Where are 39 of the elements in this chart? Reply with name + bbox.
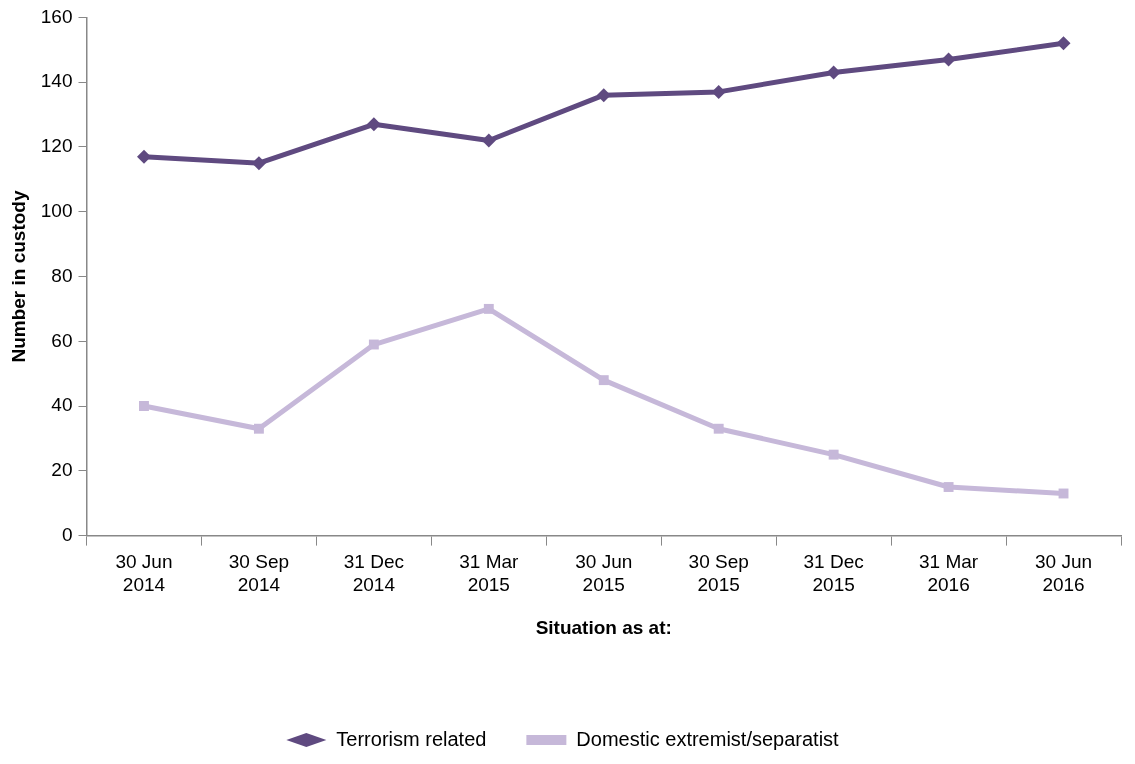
y-tick-label: 80 bbox=[51, 264, 73, 286]
y-tick-label: 100 bbox=[40, 199, 73, 221]
y-tick-label: 20 bbox=[51, 459, 73, 481]
point bbox=[598, 375, 609, 386]
y-tick-label: 140 bbox=[40, 70, 73, 92]
x-tick-label: 30 Jun 2014 bbox=[115, 551, 173, 596]
point bbox=[711, 84, 726, 99]
x-tick-label: 31 Dec 2014 bbox=[343, 551, 404, 596]
y-axis-title: Number in custody bbox=[7, 190, 29, 363]
x-tick-label: 30 Jun 2015 bbox=[575, 551, 633, 596]
y-tick-label: 160 bbox=[40, 5, 73, 27]
x-tick-label: 30 Sep 2015 bbox=[688, 551, 749, 596]
point bbox=[943, 482, 954, 492]
point bbox=[253, 423, 264, 434]
point bbox=[366, 117, 381, 132]
y-tick-label: 0 bbox=[61, 523, 73, 545]
point bbox=[713, 423, 724, 434]
point bbox=[596, 88, 611, 103]
point bbox=[251, 156, 266, 171]
legend-label: Terrorism related bbox=[336, 727, 487, 750]
y-tick-label: 120 bbox=[40, 135, 73, 157]
x-tick-label: 31 Mar 2016 bbox=[919, 551, 979, 596]
x-tick-label: 30 Jun 2016 bbox=[1035, 551, 1093, 596]
legend-label: Domestic extremist/separatist bbox=[576, 727, 840, 750]
point bbox=[483, 303, 494, 314]
point bbox=[826, 65, 841, 80]
y-tick-label: 40 bbox=[51, 394, 73, 416]
point bbox=[139, 401, 149, 411]
point bbox=[1056, 36, 1071, 51]
point bbox=[828, 449, 839, 460]
point bbox=[941, 52, 956, 67]
x-tick-label: 31 Mar 2015 bbox=[459, 551, 520, 596]
y-tick-label: 60 bbox=[51, 329, 73, 351]
x-tick-label: 31 Dec 2015 bbox=[803, 551, 864, 596]
point bbox=[481, 133, 496, 148]
x-tick-label: 30 Sep 2014 bbox=[228, 551, 290, 596]
point bbox=[368, 339, 379, 350]
point bbox=[136, 149, 151, 164]
x-axis-title: Situation as at: bbox=[535, 616, 672, 638]
